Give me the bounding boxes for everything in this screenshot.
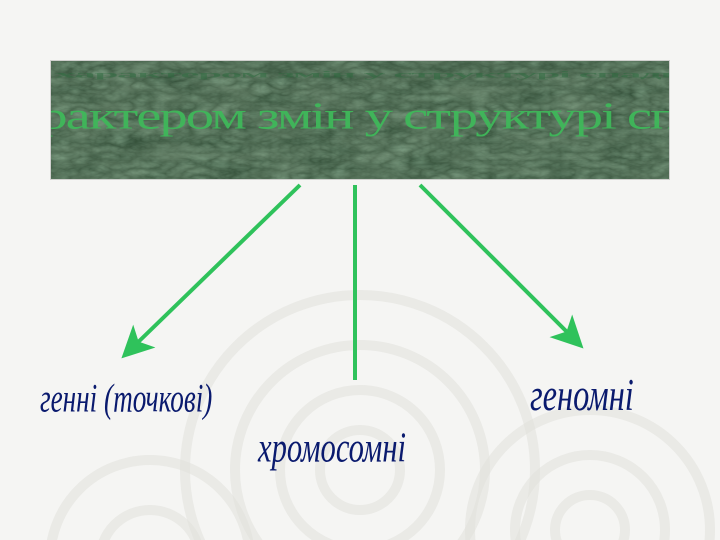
- title-text-layer: Типи мутацій за характером змін у структ…: [51, 61, 669, 179]
- arrow-left: [130, 185, 300, 350]
- title-line-faint: Типи мутацій за характером змін у структ…: [50, 69, 670, 80]
- label-genomni: геномні: [530, 369, 634, 422]
- title-box: Типи мутацій за характером змін у структ…: [50, 60, 670, 180]
- title-line-main: Типи мутацій за характером змін у структ…: [50, 95, 670, 138]
- arrow-right: [420, 185, 575, 340]
- label-khromosomni: хромосомні: [258, 425, 406, 473]
- arrows-layer: [0, 180, 720, 380]
- label-genni: генні (точкові): [40, 375, 212, 421]
